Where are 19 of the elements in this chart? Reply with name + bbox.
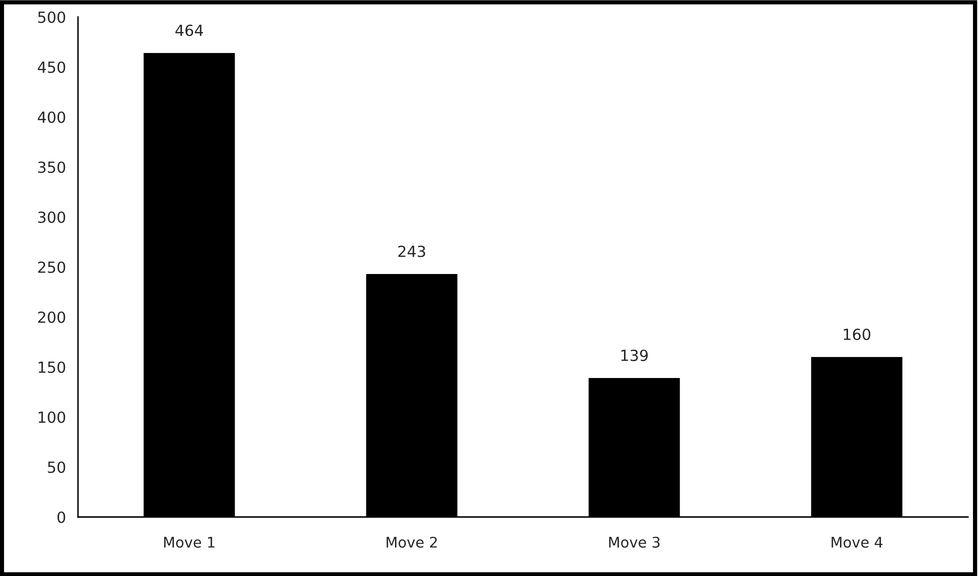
x-tick-label: Move 3 (609, 536, 660, 548)
data-label: 160 (844, 328, 870, 340)
y-tick-label: 200 (38, 311, 66, 324)
y-tick-label: 50 (48, 461, 66, 474)
x-tick-label: Move 2 (386, 536, 437, 548)
y-tick-label: 350 (38, 161, 66, 174)
x-tick-label: Move 1 (164, 536, 214, 548)
y-tick-label: 400 (38, 111, 66, 124)
y-tick-label: 150 (38, 361, 66, 374)
data-label: 243 (398, 246, 426, 258)
y-tick-label: 250 (38, 261, 66, 274)
y-tick-label: 450 (38, 61, 66, 74)
y-tick-label: 100 (38, 411, 66, 424)
data-label: 139 (621, 350, 648, 362)
data-label: 464 (175, 24, 203, 36)
y-tick-label: 300 (38, 211, 66, 224)
y-tick-label: 500 (38, 11, 66, 24)
y-tick-label: 0 (57, 511, 66, 524)
x-tick-label: Move 4 (832, 536, 882, 548)
